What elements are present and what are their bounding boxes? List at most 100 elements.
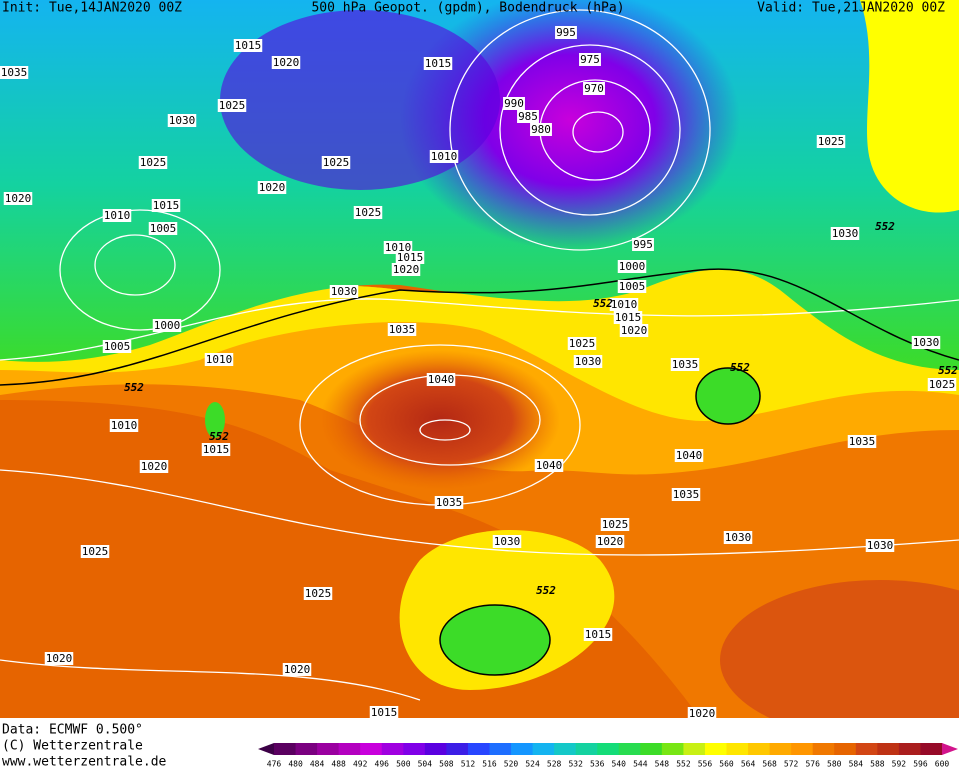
label-box bbox=[102, 340, 132, 353]
isobar-label: 1030 bbox=[867, 539, 894, 552]
label-box bbox=[391, 263, 421, 276]
isobar-label: 1025 bbox=[140, 156, 167, 169]
label-box bbox=[383, 241, 413, 254]
label-box bbox=[816, 135, 846, 148]
label-box bbox=[617, 280, 647, 293]
isobar-label: 1030 bbox=[913, 336, 940, 349]
isobar-label: 1035 bbox=[436, 496, 463, 509]
isobar-label: 1000 bbox=[154, 319, 181, 332]
label-box bbox=[687, 707, 717, 720]
isobar-label: 1035 bbox=[1, 66, 28, 79]
colorbar-label: 476 bbox=[267, 760, 282, 769]
label-box bbox=[670, 358, 700, 371]
isobar-label: 1030 bbox=[331, 285, 358, 298]
height-label: 552 bbox=[593, 297, 613, 310]
isobar-label: 1015 bbox=[425, 57, 452, 70]
colorbar-swatch bbox=[877, 743, 900, 755]
label-box bbox=[530, 123, 552, 136]
colorbar-swatch bbox=[489, 743, 512, 755]
isobar-label: 1020 bbox=[259, 181, 286, 194]
colorbar-label: 580 bbox=[827, 760, 842, 769]
isobar-label: 1025 bbox=[818, 135, 845, 148]
label-box bbox=[201, 443, 231, 456]
isobar-labels: 1015 1035 1020 1015 1025 1030 1025 1010 … bbox=[0, 26, 957, 720]
isobar-label: 1015 bbox=[397, 251, 424, 264]
colorbar-swatch bbox=[640, 743, 663, 755]
isobar-label: 1015 bbox=[615, 311, 642, 324]
isobar-label: 1020 bbox=[273, 56, 300, 69]
colorbar-label: 496 bbox=[375, 760, 390, 769]
copyright: (C) Wetterzentrale bbox=[2, 739, 143, 754]
label-box bbox=[369, 706, 399, 719]
isobar-label: 1010 bbox=[385, 241, 412, 254]
colorbar-swatch bbox=[575, 743, 598, 755]
colorbar-label: 588 bbox=[870, 760, 885, 769]
isobar-label: 990 bbox=[504, 97, 524, 110]
colorbar-label: 584 bbox=[849, 760, 864, 769]
label-box bbox=[847, 435, 877, 448]
colorbar-swatch bbox=[898, 743, 921, 755]
label-box bbox=[167, 114, 197, 127]
isobar-label: 1030 bbox=[725, 531, 752, 544]
isobar-label: 1040 bbox=[676, 449, 703, 462]
label-box bbox=[152, 319, 182, 332]
colorbar-label: 524 bbox=[525, 760, 540, 769]
label-box bbox=[927, 378, 957, 391]
label-box bbox=[619, 324, 649, 337]
isobar-label: 1030 bbox=[169, 114, 196, 127]
colorbar-label: 544 bbox=[633, 760, 648, 769]
colorbar-swatch bbox=[855, 743, 878, 755]
isobar-label: 995 bbox=[556, 26, 576, 39]
isobar-label: 1035 bbox=[672, 358, 699, 371]
height-label: 552 bbox=[875, 220, 895, 233]
isobar-label: 1010 bbox=[104, 209, 131, 222]
colorbar-swatch bbox=[812, 743, 835, 755]
label-box bbox=[395, 251, 425, 264]
isobar-label: 1020 bbox=[621, 324, 648, 337]
label-box bbox=[0, 66, 29, 79]
colorbar-label: 600 bbox=[935, 760, 950, 769]
isobar-label: 1005 bbox=[104, 340, 131, 353]
isobar-label: 1035 bbox=[849, 435, 876, 448]
colorbar-label: 500 bbox=[396, 760, 411, 769]
height-label: 552 bbox=[209, 430, 229, 443]
isobar-label: 1040 bbox=[428, 373, 455, 386]
label-box bbox=[434, 496, 464, 509]
colorbar-swatch bbox=[748, 743, 771, 755]
data-source: Data: ECMWF 0.500° bbox=[2, 723, 143, 738]
colorbar-swatch bbox=[726, 743, 749, 755]
colorbar-swatch bbox=[467, 743, 490, 755]
isobar-label: 1025 bbox=[82, 545, 109, 558]
label-box bbox=[632, 238, 654, 251]
label-box bbox=[44, 652, 74, 665]
colorbar-swatch bbox=[597, 743, 620, 755]
label-box bbox=[109, 419, 139, 432]
label-box bbox=[600, 518, 630, 531]
isobar-label: 1025 bbox=[305, 587, 332, 600]
label-box bbox=[102, 209, 132, 222]
label-box bbox=[671, 488, 701, 501]
colorbar-swatch bbox=[661, 743, 684, 755]
label-box bbox=[830, 227, 860, 240]
label-box bbox=[723, 531, 753, 544]
isobar-label: 995 bbox=[633, 238, 653, 251]
isobar-label: 1020 bbox=[5, 192, 32, 205]
colorbar-label: 572 bbox=[784, 760, 799, 769]
label-box bbox=[595, 535, 625, 548]
isobar-label: 1020 bbox=[393, 263, 420, 276]
label-box bbox=[567, 337, 597, 350]
isobar-label: 1015 bbox=[585, 628, 612, 641]
isobar-label: 1015 bbox=[153, 199, 180, 212]
isobar-label: 1015 bbox=[371, 706, 398, 719]
isobar-label: 1025 bbox=[602, 518, 629, 531]
label-box bbox=[426, 373, 456, 386]
height-label: 552 bbox=[536, 584, 556, 597]
label-box bbox=[257, 181, 287, 194]
label-box bbox=[282, 663, 312, 676]
isobar-label: 1025 bbox=[929, 378, 956, 391]
colorbar-label: 576 bbox=[805, 760, 820, 769]
colorbar-label: 532 bbox=[568, 760, 583, 769]
isobar-label: 970 bbox=[584, 82, 604, 95]
colorbar-swatch bbox=[683, 743, 706, 755]
